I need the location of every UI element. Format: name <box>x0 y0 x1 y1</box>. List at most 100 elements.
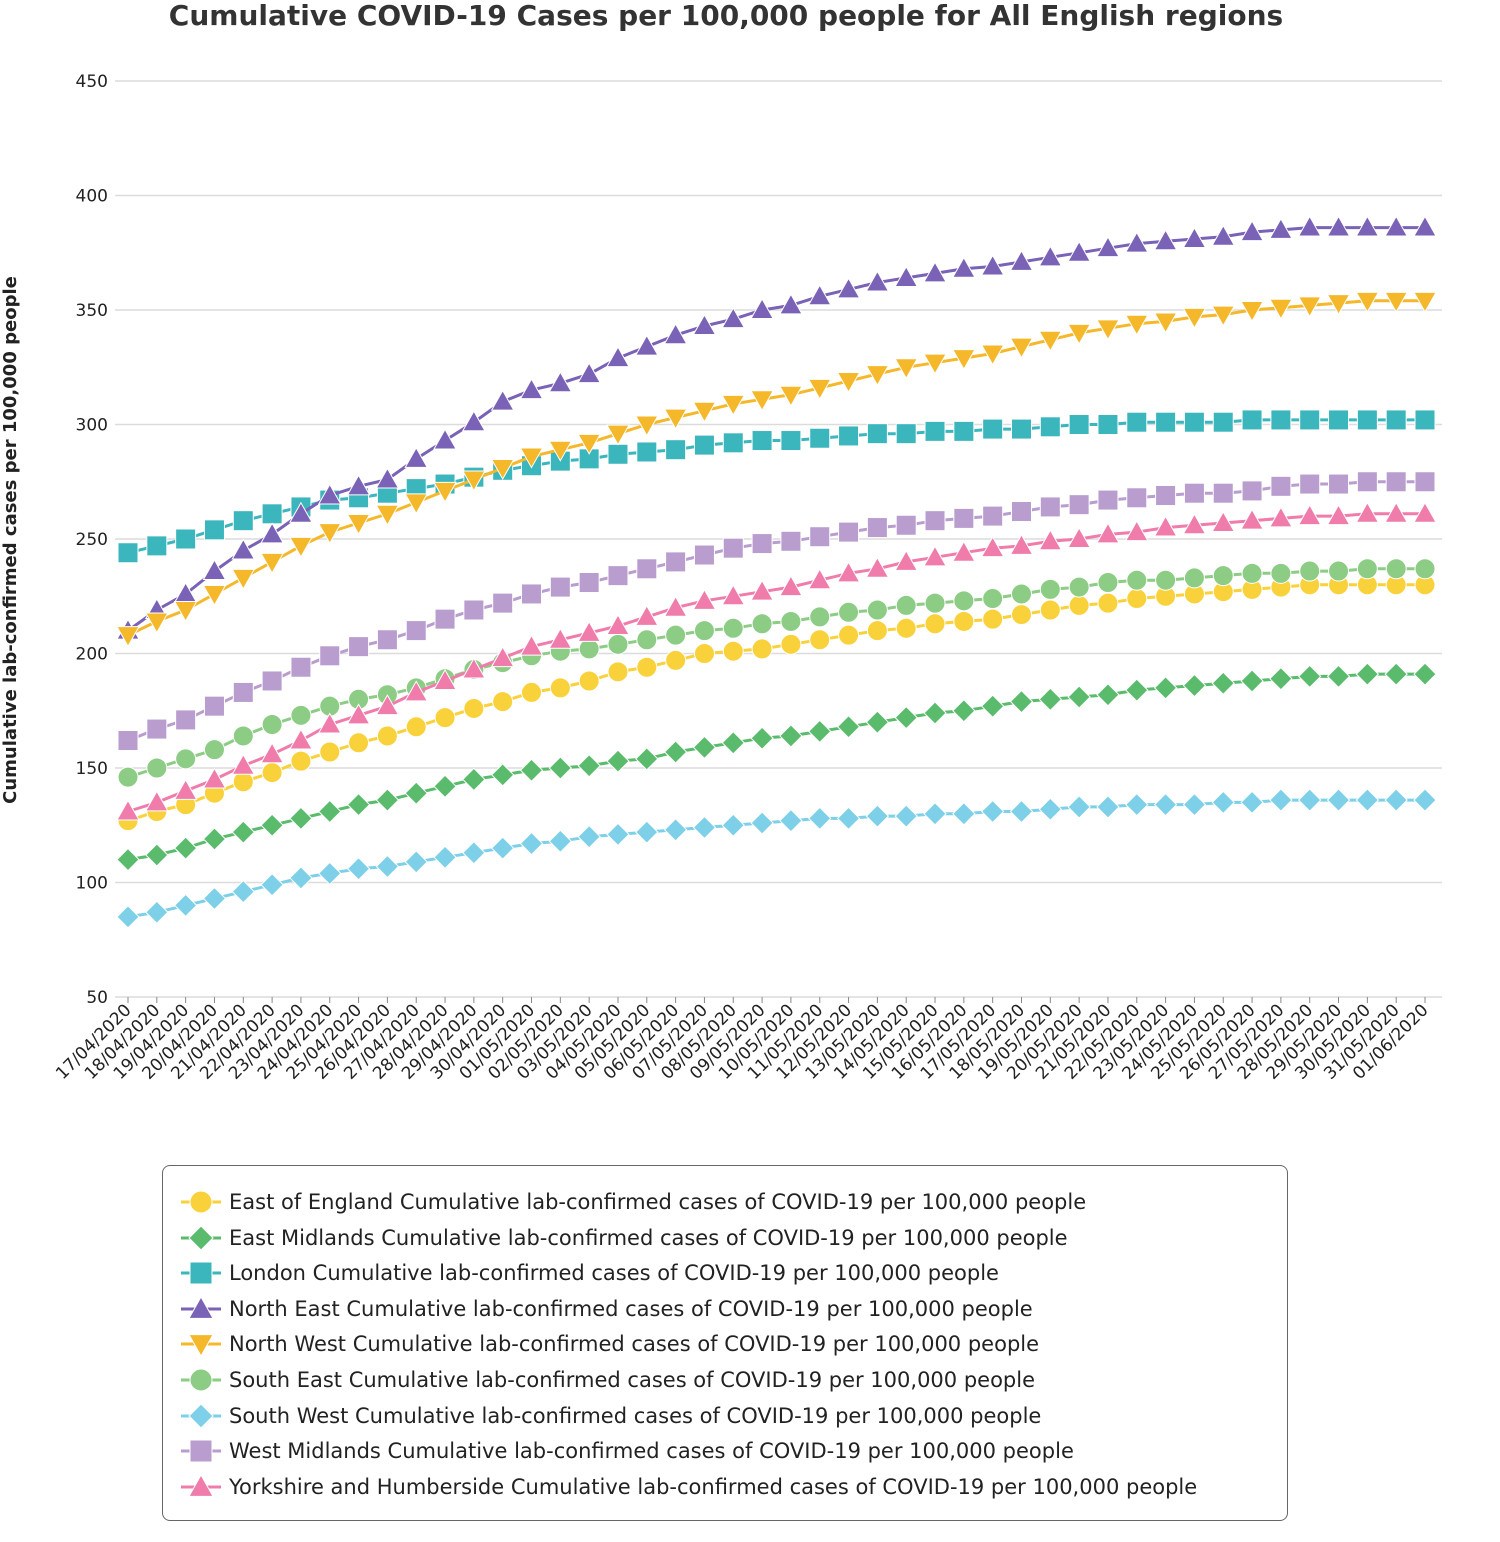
data-point <box>606 749 630 773</box>
data-point <box>117 542 139 564</box>
data-point <box>923 545 947 567</box>
data-point <box>809 427 831 449</box>
legend-item: East Midlands Cumulative lab-confirmed c… <box>181 1220 1068 1256</box>
data-point <box>202 559 227 581</box>
data-point <box>433 428 457 450</box>
data-point <box>951 540 976 562</box>
legend-marker <box>189 1190 213 1214</box>
series-line <box>127 672 1425 862</box>
data-point <box>1182 307 1207 329</box>
series-group <box>116 215 1437 929</box>
series-1 <box>117 574 1436 832</box>
data-point <box>1297 504 1322 526</box>
data-point <box>663 408 688 430</box>
legend-label: North East Cumulative lab-confirmed case… <box>229 1296 1033 1321</box>
data-point <box>665 624 687 646</box>
y-tick-label: 200 <box>76 645 108 665</box>
legend-swatch <box>181 1334 221 1358</box>
data-point <box>1211 790 1235 815</box>
data-point <box>636 441 658 463</box>
data-point <box>1153 792 1178 817</box>
legend-item: West Midlands Cumulative lab-confirmed c… <box>181 1433 1074 1469</box>
legend-marker <box>188 1402 214 1429</box>
data-point <box>952 802 976 826</box>
data-point <box>722 432 744 454</box>
data-point <box>1326 215 1351 237</box>
data-point <box>982 505 1004 527</box>
data-point <box>606 614 630 636</box>
series-line <box>127 480 1425 742</box>
data-point <box>721 584 746 606</box>
data-point <box>1039 416 1061 438</box>
data-point <box>865 365 890 387</box>
data-point <box>1298 788 1322 812</box>
data-point <box>462 410 486 432</box>
data-point <box>490 763 515 787</box>
data-point <box>433 774 457 799</box>
data-point <box>289 866 313 890</box>
data-point <box>117 730 139 752</box>
data-point <box>1183 567 1205 589</box>
legend-marker <box>188 1295 214 1319</box>
data-point <box>1384 662 1408 686</box>
data-point <box>348 732 370 754</box>
data-point <box>290 750 312 772</box>
data-point <box>577 362 602 384</box>
legend-swatch <box>181 1439 221 1463</box>
data-point <box>865 710 890 734</box>
data-point <box>404 781 428 805</box>
data-point <box>780 633 802 655</box>
data-point <box>1212 482 1234 504</box>
data-point <box>953 590 975 612</box>
data-point <box>780 530 802 552</box>
legend: East of England Cumulative lab-confirmed… <box>162 1165 1288 1521</box>
data-point <box>519 831 544 856</box>
data-point <box>433 845 457 870</box>
data-point <box>1068 494 1090 516</box>
data-point <box>1356 471 1378 493</box>
data-point <box>980 254 1005 276</box>
series-4 <box>116 215 1437 640</box>
data-point <box>634 604 659 626</box>
data-point <box>722 537 744 559</box>
data-point <box>692 401 717 423</box>
data-point <box>1096 683 1120 707</box>
legend-marker <box>189 1439 213 1463</box>
data-point <box>1299 473 1321 495</box>
data-point <box>1355 662 1380 686</box>
data-point <box>202 827 227 851</box>
data-point <box>924 420 946 442</box>
data-point <box>375 504 400 526</box>
data-point <box>289 806 313 831</box>
data-point <box>116 847 140 872</box>
data-point <box>1009 337 1034 359</box>
data-point <box>808 719 832 744</box>
data-point <box>231 753 256 775</box>
data-point <box>951 256 976 278</box>
data-point <box>1010 501 1032 523</box>
data-point <box>1009 533 1034 555</box>
legend-item: East of England Cumulative lab-confirmed… <box>181 1184 1086 1220</box>
data-point <box>894 804 918 828</box>
data-point <box>1385 471 1407 493</box>
data-point <box>750 811 774 835</box>
data-point <box>866 517 888 539</box>
data-point <box>606 822 630 847</box>
data-point <box>146 535 168 557</box>
data-point <box>1270 562 1292 584</box>
data-point <box>635 747 659 771</box>
data-point <box>173 836 198 860</box>
series-line <box>127 798 1425 919</box>
data-point <box>665 551 687 573</box>
data-point <box>492 691 514 713</box>
data-point <box>144 790 169 812</box>
data-point <box>319 741 341 763</box>
data-point <box>1183 482 1205 504</box>
data-point <box>1039 578 1061 600</box>
legend-label: North West Cumulative lab-confirmed case… <box>229 1332 1040 1357</box>
data-point <box>1068 594 1090 616</box>
data-point <box>1038 687 1063 712</box>
data-point <box>1212 411 1234 433</box>
data-point <box>376 725 398 747</box>
data-point <box>636 629 658 651</box>
